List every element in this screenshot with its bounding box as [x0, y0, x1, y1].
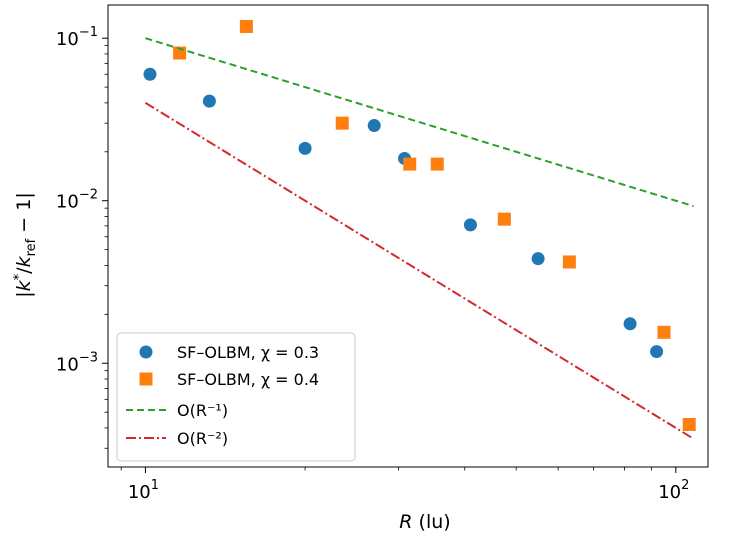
- data-point-chi-04: [682, 417, 696, 431]
- y-axis-label: |k*/kref − 1|: [12, 192, 39, 297]
- y-tick-label: 10−1: [56, 25, 98, 50]
- data-point-chi-03: [650, 345, 664, 359]
- data-point-chi-04: [562, 255, 576, 269]
- legend-marker-square: [139, 372, 153, 386]
- reference-line-order-1: [145, 37, 694, 208]
- data-point-chi-04: [430, 157, 444, 171]
- data-point-chi-03: [298, 141, 312, 155]
- data-point-chi-03: [143, 67, 157, 81]
- x-tick-label: 101: [128, 478, 159, 503]
- legend-label-chi-04: SF–OLBM, χ = 0.4: [177, 370, 319, 389]
- data-point-chi-04: [239, 19, 253, 33]
- axes-frame: [107, 4, 709, 468]
- data-point-chi-04: [335, 116, 349, 130]
- plot-area: 101 102 10−3 10−2 10−1: [56, 4, 709, 503]
- data-point-chi-04: [403, 157, 417, 171]
- data-point-chi-03: [463, 218, 477, 232]
- data-point-chi-03: [202, 94, 216, 108]
- data-point-chi-03: [623, 317, 637, 331]
- x-axis-label: R (lu): [399, 511, 450, 533]
- legend: SF–OLBM, χ = 0.3 SF–OLBM, χ = 0.4 O(R⁻¹)…: [116, 332, 356, 462]
- data-point-chi-03: [531, 252, 545, 266]
- data-point-chi-04: [497, 212, 511, 226]
- svg-text:|k*/kref − 1|: |k*/kref − 1|: [12, 192, 39, 297]
- legend-label-order-2: O(R⁻²): [177, 429, 228, 448]
- y-tick-label: 10−3: [56, 350, 98, 375]
- reference-line-order-2: [144, 102, 695, 440]
- data-point-chi-03: [367, 119, 381, 133]
- legend-label-order-1: O(R⁻¹): [177, 401, 228, 420]
- legend-label-chi-03: SF–OLBM, χ = 0.3: [177, 343, 319, 362]
- svg-text:R (lu): R (lu): [399, 511, 450, 533]
- x-tick-label: 102: [658, 478, 689, 503]
- data-point-chi-04: [657, 325, 671, 339]
- legend-marker-circle: [139, 345, 153, 359]
- y-tick-label: 10−2: [56, 188, 98, 213]
